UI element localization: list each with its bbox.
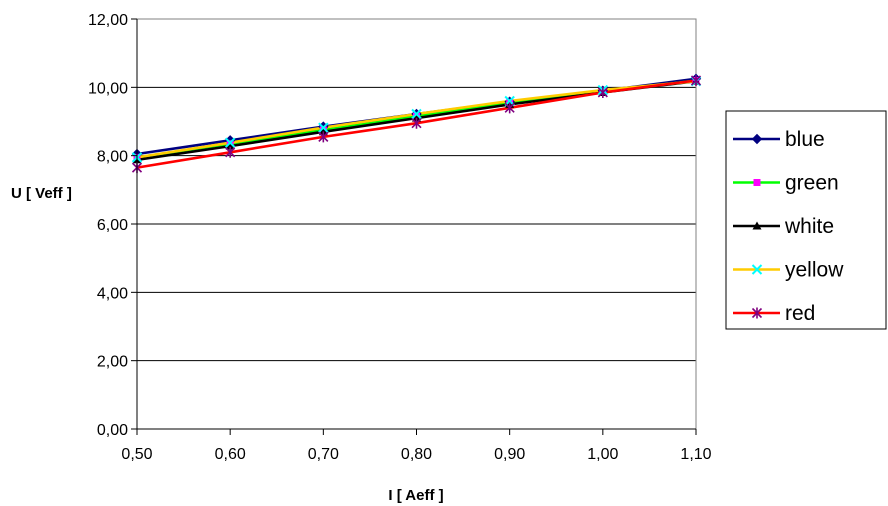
legend-label-red: red xyxy=(785,302,815,325)
legend-label-green: green xyxy=(785,172,839,195)
legend-label-blue: blue xyxy=(785,128,825,151)
data-point-yellow xyxy=(224,137,236,148)
legend-marker-white xyxy=(752,221,762,230)
y-ticks: 0,00 2,00 4,00 6,00 8,00 10,00 12,00 xyxy=(88,12,137,439)
y-tick-label: 10,00 xyxy=(88,80,128,97)
data-point-white xyxy=(318,127,328,136)
data-point-white xyxy=(225,141,235,150)
x-ticks: 0,50 0,60 0,70 0,80 0,90 1,00 1,10 xyxy=(121,429,712,463)
gridlines xyxy=(137,18,696,362)
y-tick-label: 8,00 xyxy=(97,149,128,166)
legend-marker-red xyxy=(751,307,763,319)
legend-label-yellow: yellow xyxy=(785,259,844,282)
legend-marker-green xyxy=(753,179,761,186)
y-tick-label: 12,00 xyxy=(88,12,128,29)
x-tick-label: 0,90 xyxy=(494,446,525,463)
data-point-red xyxy=(318,131,329,143)
legend: blue green white yellow red xyxy=(725,110,887,330)
data-point-red xyxy=(597,86,608,98)
legend-marker-blue xyxy=(751,133,763,145)
y-tick-label: 4,00 xyxy=(97,285,128,302)
data-point-red xyxy=(690,75,702,86)
data-point-white xyxy=(412,113,421,122)
x-tick-label: 0,80 xyxy=(401,446,432,463)
legend-marker-yellow xyxy=(751,264,763,275)
legend-box xyxy=(725,110,887,330)
x-tick-label: 1,00 xyxy=(587,446,618,463)
y-tick-label: 0,00 xyxy=(97,422,128,439)
y-tick-label: 6,00 xyxy=(97,217,128,234)
data-point-red xyxy=(411,117,422,129)
legend-label-white: white xyxy=(784,215,834,238)
x-tick-label: 1,10 xyxy=(680,446,711,463)
x-tick-label: 0,60 xyxy=(215,446,246,463)
x-tick-label: 0,70 xyxy=(308,446,339,463)
data-point-yellow xyxy=(411,108,422,120)
data-point-yellow xyxy=(318,122,329,133)
x-tick-label: 0,50 xyxy=(121,446,152,463)
data-point-red xyxy=(225,146,236,158)
y-axis-title: U [ Veff ] xyxy=(11,185,72,202)
y-tick-label: 2,00 xyxy=(97,354,128,371)
x-axis-title: I [ Aeff ] xyxy=(388,487,443,504)
data-point-red xyxy=(504,102,515,114)
